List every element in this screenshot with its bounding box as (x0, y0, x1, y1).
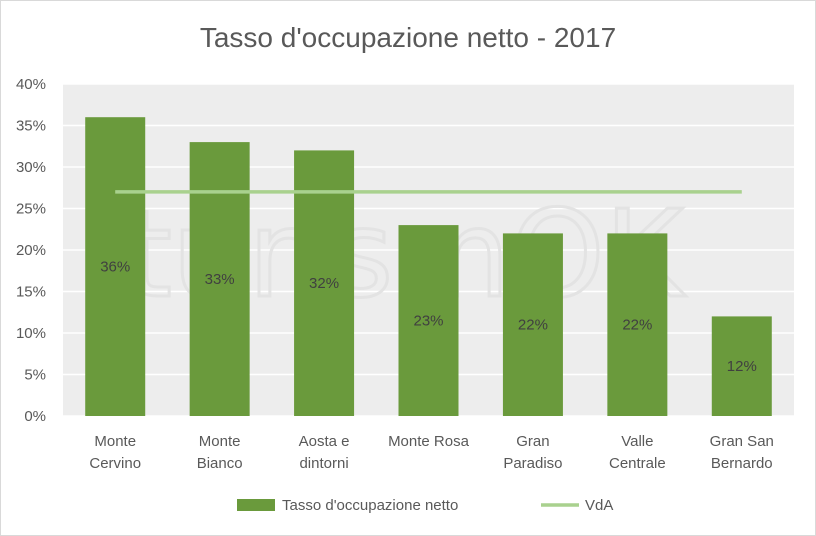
bar (607, 233, 668, 416)
data-label: 36% (100, 259, 130, 276)
y-tick-label: 10% (16, 325, 46, 342)
data-label: 33% (205, 271, 235, 288)
legend-swatch-bar (237, 499, 275, 511)
y-tick-label: 5% (24, 367, 46, 384)
y-tick-label: 25% (16, 201, 46, 218)
bar (189, 142, 250, 416)
y-tick-label: 0% (24, 408, 46, 425)
x-tick-label: Gran (516, 433, 549, 450)
bar (398, 225, 459, 416)
data-label: 23% (413, 313, 443, 330)
y-tick-label: 20% (16, 242, 46, 259)
y-tick-label: 30% (16, 159, 46, 176)
data-label: 22% (518, 317, 548, 334)
x-tick-label: Bernardo (711, 455, 773, 472)
y-tick-label: 15% (16, 284, 46, 301)
x-tick-label: Aosta e (299, 433, 350, 450)
y-tick-label: 40% (16, 76, 46, 93)
data-label: 32% (309, 275, 339, 292)
bar (711, 316, 772, 416)
data-label: 12% (727, 358, 757, 375)
x-tick-label: Gran San (710, 433, 774, 450)
x-tick-label: Cervino (89, 455, 141, 472)
x-tick-label: Paradiso (503, 455, 562, 472)
x-tick-label: Monte (199, 433, 241, 450)
bar (502, 233, 563, 416)
legend-label-bar: Tasso d'occupazione netto (282, 497, 458, 514)
bar (294, 150, 355, 416)
bar (85, 117, 146, 416)
y-tick-label: 35% (16, 118, 46, 135)
x-tick-label: dintorni (299, 455, 348, 472)
x-tick-label: Monte Rosa (388, 433, 470, 450)
legend-label-line: VdA (585, 497, 613, 514)
chart-title: Tasso d'occupazione netto - 2017 (199, 22, 617, 53)
x-tick-label: Bianco (197, 455, 243, 472)
x-tick-label: Monte (94, 433, 136, 450)
x-tick-label: Centrale (609, 455, 666, 472)
data-label: 22% (622, 317, 652, 334)
x-tick-label: Valle (621, 433, 653, 450)
